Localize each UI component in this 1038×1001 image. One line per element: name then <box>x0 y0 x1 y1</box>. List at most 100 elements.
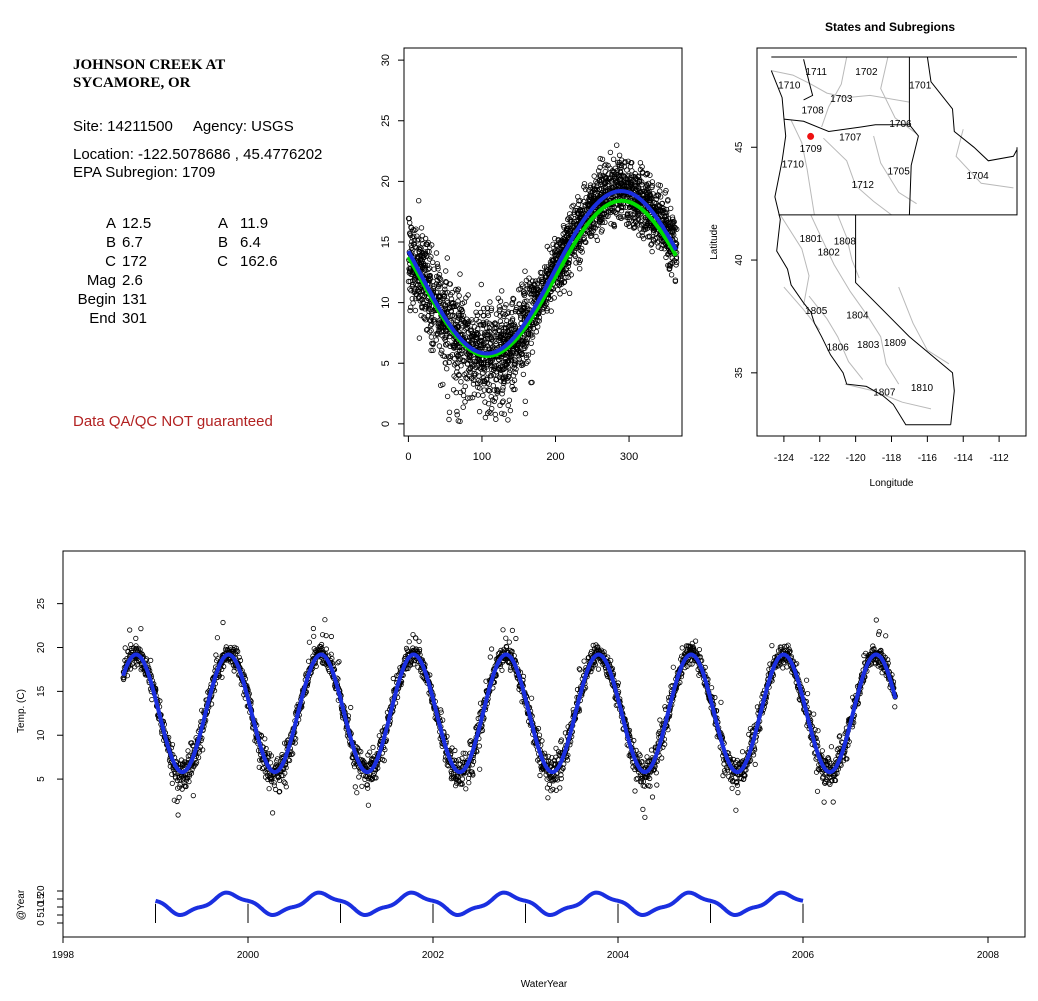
x-axis-label: Longitude <box>870 478 914 489</box>
data-point <box>433 250 440 256</box>
y-tick-label: 25 <box>380 115 392 127</box>
x-tick-label: 100 <box>473 451 491 463</box>
data-point <box>521 292 528 299</box>
data-point <box>336 658 342 665</box>
data-point <box>572 253 578 260</box>
data-point <box>610 194 616 200</box>
data-point <box>481 337 488 343</box>
x-tick-label: 2006 <box>792 950 815 961</box>
data-point <box>529 349 536 355</box>
data-point <box>484 380 491 386</box>
y-tick-label: 20 <box>36 642 47 654</box>
data-point <box>485 371 491 377</box>
location-line: Location: -122.5078686 , 45.4776202 <box>73 146 323 163</box>
data-point <box>616 152 623 158</box>
y-tick-label: 35 <box>734 367 745 379</box>
y-tick-label: 30 <box>380 54 392 66</box>
subregion-line: EPA Subregion: 1709 <box>73 164 216 181</box>
data-point <box>306 639 312 645</box>
data-point <box>581 658 587 664</box>
data-point <box>497 298 504 304</box>
region-label: 1707 <box>839 132 862 143</box>
data-point <box>451 345 457 351</box>
data-point <box>176 794 182 801</box>
param-value: 12.5 <box>122 215 152 232</box>
data-point <box>512 360 518 366</box>
data-point <box>505 402 511 409</box>
data-point <box>520 345 526 352</box>
x-tick-label: -118 <box>882 453 902 464</box>
data-point <box>311 633 317 639</box>
data-point <box>175 812 181 818</box>
data-point <box>650 191 656 197</box>
data-point <box>408 304 414 310</box>
coastline <box>770 70 951 426</box>
data-point <box>454 408 460 415</box>
data-point <box>406 639 412 645</box>
region-label: 1710 <box>778 81 801 92</box>
y-tick-label: 5 <box>380 360 392 366</box>
data-point <box>516 287 522 293</box>
data-point <box>546 781 553 788</box>
data-point <box>528 340 534 346</box>
data-point <box>434 261 440 267</box>
data-point <box>577 266 583 272</box>
site-marker <box>807 132 815 140</box>
data-point <box>430 259 436 265</box>
data-point <box>522 410 529 417</box>
param-label: Mag <box>86 272 116 289</box>
y-tick-label: 5 <box>36 776 47 782</box>
data-point <box>512 369 518 376</box>
data-point <box>310 625 316 632</box>
data-point <box>556 282 563 288</box>
data-point <box>435 323 441 329</box>
data-point <box>429 340 435 347</box>
data-point <box>442 360 448 366</box>
data-point <box>466 780 472 786</box>
data-point <box>410 300 416 306</box>
data-point <box>625 158 631 164</box>
data-point <box>610 156 617 162</box>
data-point <box>523 360 529 366</box>
data-point <box>632 788 638 794</box>
data-point <box>582 186 589 193</box>
data-point <box>185 748 191 754</box>
plot-frame <box>403 47 683 437</box>
data-point <box>566 290 573 296</box>
x-axis-label: WaterYear <box>521 979 568 990</box>
data-point <box>607 149 614 156</box>
data-point <box>522 268 528 274</box>
data-point <box>591 186 597 193</box>
data-point <box>635 209 641 215</box>
data-point <box>436 343 443 349</box>
data-point <box>679 645 685 651</box>
data-point <box>494 387 500 394</box>
region-label: 1808 <box>834 236 857 247</box>
data-point <box>509 309 515 316</box>
data-point <box>510 296 517 302</box>
data-point <box>509 627 516 634</box>
data-point <box>497 402 503 409</box>
data-point <box>475 377 482 384</box>
region-label: 1807 <box>873 387 896 398</box>
data-point <box>433 337 439 343</box>
data-point <box>654 782 660 788</box>
data-point <box>478 281 484 288</box>
data-point <box>639 179 645 185</box>
data-point <box>214 635 220 641</box>
data-point <box>476 408 483 415</box>
data-point <box>636 232 642 238</box>
data-point <box>356 774 362 780</box>
qa-note: Data QA/QC NOT guaranteed <box>73 413 273 430</box>
data-point <box>485 387 491 393</box>
data-point <box>473 316 479 323</box>
x-tick-label: 2008 <box>977 950 1000 961</box>
data-point <box>497 318 504 324</box>
y-axis-label: Latitude <box>709 224 720 260</box>
y-tick-label: 10 <box>36 729 47 741</box>
data-point <box>644 754 650 760</box>
data-point <box>597 155 603 162</box>
data-point <box>499 410 505 417</box>
param-value: 131 <box>122 291 148 308</box>
data-point <box>569 203 575 210</box>
